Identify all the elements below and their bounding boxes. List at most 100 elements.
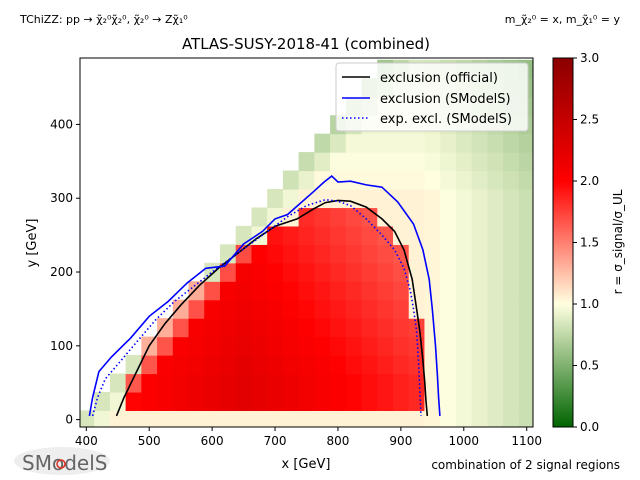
heatmap-cell: [440, 336, 457, 356]
y-tick-label: 300: [50, 191, 73, 205]
heatmap-cell: [251, 355, 268, 375]
heatmap-cell: [251, 318, 268, 338]
heatmap-cell: [235, 262, 253, 282]
heatmap-cell: [141, 355, 158, 375]
heatmap-cell: [345, 373, 363, 393]
heatmap-cell: [251, 410, 268, 427]
heatmap-cell: [141, 373, 158, 393]
heatmap-cell: [267, 355, 284, 375]
heatmap-cell: [361, 281, 378, 301]
heatmap-cell: [377, 152, 394, 172]
heatmap-cell: [393, 225, 410, 245]
heatmap-cell: [424, 355, 441, 375]
heatmap-cell: [408, 188, 426, 209]
heatmap-cell: [440, 391, 457, 411]
heatmap-cell: [109, 410, 127, 427]
heatmap-cell: [393, 410, 410, 427]
heatmap-cell: [345, 336, 363, 356]
heatmap-cell: [345, 207, 363, 227]
heatmap-cell: [408, 391, 426, 411]
heatmap-cell: [361, 188, 378, 209]
heatmap-cell: [424, 188, 441, 209]
heatmap-cell: [455, 188, 473, 209]
heatmap-cell: [125, 410, 142, 427]
heatmap-cell: [424, 244, 441, 264]
heatmap-cell: [172, 391, 190, 411]
heatmap-cell: [204, 299, 221, 319]
heatmap-cell: [487, 318, 504, 338]
heatmap-cell: [251, 244, 268, 264]
heatmap-cell: [408, 373, 426, 393]
x-axis-ticks: 400 500 600 700 800 900 1000 1100: [75, 427, 542, 448]
heatmap-cell: [298, 281, 315, 301]
heatmap-cell: [487, 336, 504, 356]
colorbar-tick-label: 0.5: [580, 359, 599, 373]
smodels-logo: SModelS: [14, 447, 110, 475]
heatmap-cell: [267, 410, 284, 427]
heatmap-cell: [172, 410, 190, 427]
heatmap-cell: [282, 336, 300, 356]
heatmap-cell: [267, 373, 284, 393]
heatmap-cell: [314, 318, 331, 338]
heatmap-cell: [298, 244, 315, 264]
heatmap-cell: [393, 133, 410, 153]
heatmap-cell: [455, 133, 473, 153]
heatmap-cell: [157, 318, 174, 338]
heatmap-cell: [408, 170, 426, 190]
heatmap-cell: [440, 225, 457, 245]
heatmap-cell: [440, 170, 457, 190]
heatmap-cell: [487, 170, 504, 190]
heatmap-cell: [440, 133, 457, 153]
heatmap-cell: [314, 170, 331, 190]
heatmap-cell: [314, 262, 331, 282]
heatmap-cell: [141, 391, 158, 411]
heatmap-cell: [377, 281, 394, 301]
heatmap-cell: [235, 299, 253, 319]
heatmap-cell: [518, 336, 533, 356]
heatmap-cell: [471, 188, 488, 209]
heatmap-cell: [282, 391, 300, 411]
heatmap-cell: [267, 391, 284, 411]
heatmap-cell: [361, 299, 378, 319]
heatmap-cell: [361, 391, 378, 411]
heatmap-cell: [314, 244, 331, 264]
heatmap-cell: [298, 170, 315, 190]
heatmap-cell: [345, 133, 363, 153]
heatmap-cell: [219, 299, 237, 319]
heatmap-cell: [471, 318, 488, 338]
heatmap-cell: [282, 318, 300, 338]
heatmap-cell: [94, 410, 111, 427]
heatmap-cell: [408, 207, 426, 227]
heatmap-cell: [361, 318, 378, 338]
heatmap-cell: [455, 318, 473, 338]
heatmap-cell: [235, 373, 253, 393]
heatmap-cell: [377, 318, 394, 338]
heatmap-cell: [424, 133, 441, 153]
heatmap-cell: [377, 355, 394, 375]
heatmap-cell: [424, 336, 441, 356]
heatmap-cell: [471, 170, 488, 190]
heatmap-cell: [518, 262, 533, 282]
x-tick-label: 1000: [449, 434, 480, 448]
heatmap-cell: [487, 373, 504, 393]
colorbar-tick-label: 0.0: [580, 420, 599, 434]
heatmap-cell: [219, 244, 237, 264]
heatmap-cell: [282, 410, 300, 427]
x-tick-label: 600: [201, 434, 224, 448]
heatmap-cell: [282, 244, 300, 264]
heatmap-cell: [455, 336, 473, 356]
heatmap-cell: [455, 244, 473, 264]
heatmap-cell: [377, 225, 394, 245]
heatmap-cell: [345, 152, 363, 172]
y-axis-label: y [GeV]: [25, 219, 40, 268]
heatmap-cell: [440, 188, 457, 209]
heatmap-cell: [188, 355, 205, 375]
heatmap-cell: [503, 355, 520, 375]
heatmap-cell: [471, 410, 488, 427]
heatmap-cell: [503, 170, 520, 190]
heatmap-cell: [204, 318, 221, 338]
heatmap-cell: [455, 410, 473, 427]
heatmap-cell: [204, 373, 221, 393]
heatmap-cell: [471, 299, 488, 319]
heatmap-cell: [251, 391, 268, 411]
